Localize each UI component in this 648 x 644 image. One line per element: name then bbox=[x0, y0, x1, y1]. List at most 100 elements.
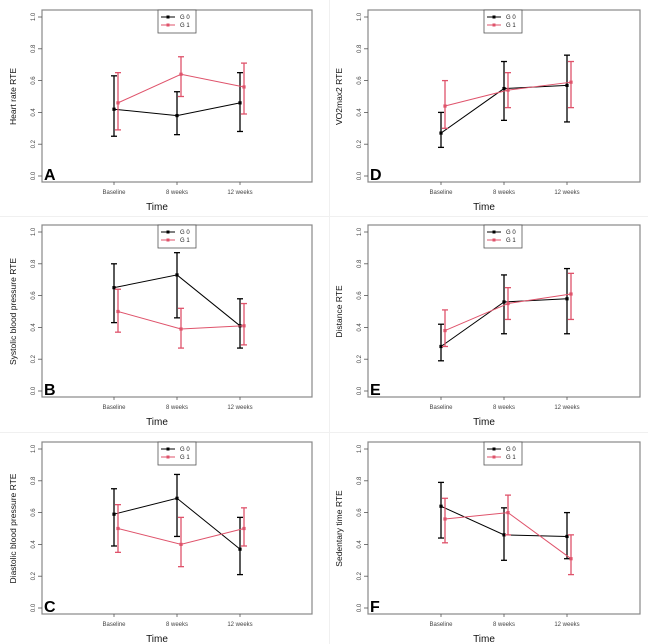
x-tick-label: 12 weeks bbox=[227, 190, 252, 196]
legend-marker bbox=[166, 455, 170, 459]
series-g1 bbox=[442, 60, 574, 129]
data-point bbox=[116, 309, 120, 314]
data-point bbox=[502, 86, 506, 91]
panel-f: 0.0 0.2 0.4 0.6 0.8 1.0 Baseline 8 weeks 12 week… bbox=[334, 441, 641, 644]
legend: G 0G 1 bbox=[157, 224, 197, 249]
legend-marker bbox=[492, 230, 496, 234]
series-g0 bbox=[438, 54, 570, 149]
panel-d: 0.0 0.2 0.4 0.6 0.8 1.0 Baseline 8 weeks 12 week… bbox=[334, 9, 641, 213]
legend-box bbox=[157, 224, 197, 249]
series-g1 bbox=[115, 503, 247, 568]
series-g0 bbox=[111, 72, 243, 137]
y-tick-label: 1.0 bbox=[31, 444, 37, 453]
legend-marker bbox=[492, 447, 496, 451]
x-tick-label: 8 weeks bbox=[493, 405, 515, 411]
data-point bbox=[242, 85, 246, 89]
x-tick-label: Baseline bbox=[102, 622, 126, 628]
data-point bbox=[116, 101, 120, 105]
y-tick-label: 0.6 bbox=[357, 76, 363, 85]
y-tick-label: 0.0 bbox=[31, 386, 37, 395]
data-point bbox=[506, 88, 510, 92]
y-tick-label: 0.4 bbox=[357, 108, 363, 117]
column-divider bbox=[329, 0, 330, 644]
y-tick-label: 0.0 bbox=[31, 171, 37, 180]
data-point bbox=[443, 517, 447, 521]
series-g0 bbox=[111, 252, 243, 349]
x-tick-label: Baseline bbox=[102, 405, 126, 411]
legend-box bbox=[157, 9, 197, 34]
data-point bbox=[179, 542, 183, 546]
x-tick-label: 12 weeks bbox=[554, 622, 579, 628]
legend-label: G 0 bbox=[180, 15, 190, 21]
y-tick-label: 0.8 bbox=[357, 476, 363, 485]
series-g0 bbox=[438, 267, 570, 362]
data-point bbox=[569, 557, 573, 561]
y-tick-label: 0.0 bbox=[357, 603, 363, 612]
series-g1 bbox=[115, 56, 247, 131]
x-tick-label: 12 weeks bbox=[554, 405, 579, 411]
panel-letter: A bbox=[44, 167, 56, 184]
data-point bbox=[179, 72, 183, 76]
data-point bbox=[439, 131, 443, 135]
data-point bbox=[565, 534, 569, 539]
data-point bbox=[502, 533, 506, 537]
x-tick-label: 8 weeks bbox=[493, 622, 515, 628]
legend-marker bbox=[492, 23, 496, 27]
data-point bbox=[112, 107, 116, 111]
panel-letter: E bbox=[370, 382, 381, 399]
legend-box bbox=[157, 441, 197, 466]
legend-marker bbox=[166, 447, 170, 451]
y-tick-label: 0.4 bbox=[357, 323, 363, 332]
y-tick-label: 1.0 bbox=[357, 227, 363, 236]
data-point bbox=[116, 526, 120, 531]
series-g0 bbox=[111, 473, 243, 576]
y-tick-label: 0.4 bbox=[357, 540, 363, 549]
data-point bbox=[242, 526, 246, 531]
data-point bbox=[175, 496, 179, 500]
panel-a: 0.0 0.2 0.4 0.6 0.8 1.0 Baseline 8 weeks 12 week… bbox=[8, 9, 313, 213]
y-tick-label: 0.6 bbox=[31, 291, 37, 300]
data-point bbox=[506, 301, 510, 306]
legend: G 0G 1 bbox=[157, 441, 197, 466]
panel-letter: B bbox=[44, 382, 56, 399]
data-point bbox=[443, 328, 447, 333]
data-point bbox=[238, 547, 242, 551]
data-point bbox=[506, 511, 510, 515]
y-axis-label: Systolic blood pressure RTE bbox=[8, 258, 18, 365]
data-point bbox=[439, 504, 443, 508]
legend-marker bbox=[492, 238, 496, 242]
panel-letter: D bbox=[370, 167, 382, 184]
x-axis-label: Time bbox=[473, 417, 495, 428]
y-tick-label: 0.2 bbox=[357, 571, 363, 580]
y-tick-label: 1.0 bbox=[357, 444, 363, 453]
legend-marker bbox=[166, 23, 170, 27]
y-tick-label: 0.0 bbox=[357, 171, 363, 180]
legend-label: G 1 bbox=[506, 455, 516, 461]
legend-marker bbox=[166, 238, 170, 242]
x-tick-label: 8 weeks bbox=[493, 190, 515, 196]
y-tick-label: 0.2 bbox=[31, 354, 37, 363]
y-tick-label: 0.2 bbox=[31, 571, 37, 580]
x-tick-label: Baseline bbox=[102, 190, 126, 196]
data-point bbox=[443, 104, 447, 108]
x-axis-label: Time bbox=[146, 417, 168, 428]
legend-label: G 0 bbox=[180, 447, 190, 453]
legend: G 0G 1 bbox=[157, 9, 197, 34]
y-tick-label: 0.8 bbox=[357, 44, 363, 53]
y-tick-label: 0.2 bbox=[31, 139, 37, 148]
y-tick-label: 0.6 bbox=[357, 291, 363, 300]
data-point bbox=[112, 512, 116, 516]
y-tick-label: 0.8 bbox=[31, 259, 37, 268]
legend-label: G 1 bbox=[180, 455, 190, 461]
y-tick-label: 0.2 bbox=[357, 354, 363, 363]
data-point bbox=[565, 83, 569, 87]
legend-label: G 0 bbox=[506, 230, 516, 236]
data-point bbox=[242, 324, 246, 328]
legend-marker bbox=[166, 230, 170, 234]
y-axis-label: Distance RTE bbox=[334, 285, 344, 338]
y-tick-label: 0.4 bbox=[31, 540, 37, 549]
legend-label: G 0 bbox=[506, 15, 516, 21]
x-tick-label: 8 weeks bbox=[166, 405, 188, 411]
y-tick-label: 0.6 bbox=[357, 508, 363, 517]
